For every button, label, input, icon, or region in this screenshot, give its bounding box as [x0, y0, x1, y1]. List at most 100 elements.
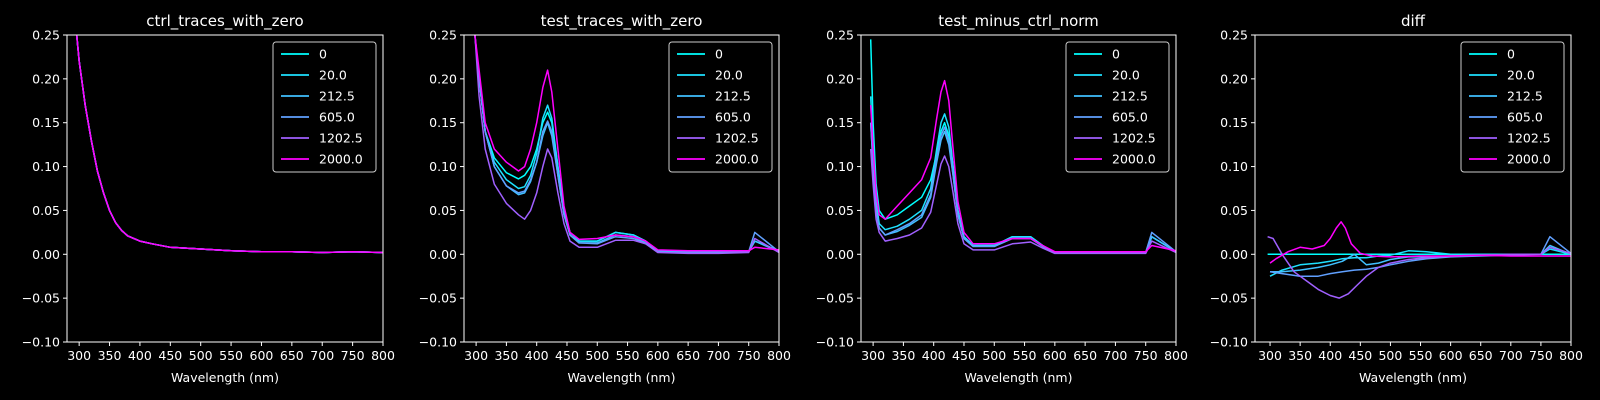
legend-label: 20.0 — [1507, 68, 1535, 83]
series-line-1202.5 — [1267, 235, 1571, 299]
y-tick-label: 0.25 — [32, 28, 60, 43]
x-tick-label: 350 — [98, 348, 122, 363]
x-tick-label: 400 — [922, 348, 946, 363]
x-tick-label: 800 — [371, 348, 395, 363]
y-tick-label: 0.15 — [1220, 115, 1248, 130]
y-tick-label: 0.15 — [826, 115, 854, 130]
legend-label: 20.0 — [319, 68, 347, 83]
legend-label: 2000.0 — [319, 152, 363, 167]
x-tick-label: 450 — [158, 348, 182, 363]
legend-label: 212.5 — [1112, 89, 1148, 104]
x-tick-label: 550 — [616, 348, 640, 363]
x-tick-label: 600 — [250, 348, 274, 363]
y-tick-label: −0.10 — [419, 335, 457, 350]
legend: 0 20.0 212.5 605.0 1202.5 2000.0 — [272, 41, 377, 173]
legend: 0 20.0 212.5 605.0 1202.5 2000.0 — [1065, 41, 1170, 173]
plot-title: test_traces_with_zero — [541, 12, 703, 31]
x-axis-label: Wavelength (nm) — [1359, 370, 1467, 385]
x-tick-label: 650 — [1073, 348, 1097, 363]
series-line-605.0 — [869, 122, 1176, 254]
axes-frame — [1254, 34, 1572, 343]
x-tick-label: 750 — [1134, 348, 1158, 363]
series-line-20.0 — [474, 35, 779, 253]
axes-frame — [463, 34, 780, 343]
axes-frame — [66, 34, 384, 343]
plot-title: ctrl_traces_with_zero — [146, 12, 303, 31]
series-line-605.0 — [474, 35, 779, 254]
legend-label: 605.0 — [319, 110, 355, 125]
y-tick-label: 0.20 — [32, 71, 60, 86]
legend-label: 0 — [1112, 47, 1120, 62]
x-tick-label: 350 — [891, 348, 915, 363]
x-tick-label: 600 — [646, 348, 670, 363]
y-tick-label: 0.00 — [32, 247, 60, 262]
series-line-20.0 — [1269, 248, 1571, 277]
series-line-2000.0 — [1269, 221, 1571, 264]
x-tick-label: 400 — [1318, 348, 1342, 363]
y-tick-label: 0.25 — [429, 28, 457, 43]
plot-title: diff — [1401, 12, 1426, 30]
x-tick-label: 650 — [676, 348, 700, 363]
x-tick-label: 600 — [1043, 348, 1067, 363]
y-tick-label: 0.10 — [429, 159, 457, 174]
y-tick-label: 0.20 — [1220, 71, 1248, 86]
x-tick-label: 700 — [1103, 348, 1127, 363]
legend-label: 0 — [715, 47, 723, 62]
x-tick-label: 700 — [706, 348, 730, 363]
series-line-1202.5 — [869, 148, 1176, 255]
subplot-2: test_traces_with_zero 0.25 0.20 0.15 0.10 0.0… — [419, 12, 791, 385]
subplot-4: diff 0.25 0.20 0.15 0.10 0.05 0.00 −0.05 −0.10 30… — [1210, 12, 1583, 385]
series-line-2000.0 — [474, 35, 779, 252]
series-line-2000.0 — [869, 79, 1176, 253]
y-tick-label: 0.15 — [429, 115, 457, 130]
x-tick-label: 750 — [737, 348, 761, 363]
x-tick-label: 500 — [1378, 348, 1402, 363]
legend-label: 2000.0 — [1507, 152, 1551, 167]
legend-label: 1202.5 — [715, 131, 759, 146]
y-tick-label: −0.05 — [816, 291, 854, 306]
y-tick-label: 0.10 — [826, 159, 854, 174]
y-tick-label: 0.15 — [32, 115, 60, 130]
y-tick-label: −0.10 — [1210, 335, 1248, 350]
legend-label: 2000.0 — [715, 152, 759, 167]
x-tick-label: 650 — [280, 348, 304, 363]
y-tick-label: −0.10 — [22, 335, 60, 350]
y-tick-label: 0.10 — [32, 159, 60, 174]
legend-label: 212.5 — [1507, 89, 1543, 104]
legend: 0 20.0 212.5 605.0 1202.5 2000.0 — [668, 41, 773, 173]
x-tick-label: 700 — [310, 348, 334, 363]
series-line-2000.0 — [75, 35, 383, 254]
x-tick-label: 500 — [585, 348, 609, 363]
legend-label: 20.0 — [715, 68, 743, 83]
x-axis-label: Wavelength (nm) — [965, 370, 1073, 385]
legend-label: 212.5 — [715, 89, 751, 104]
legend-label: 1202.5 — [319, 131, 363, 146]
x-tick-label: 500 — [982, 348, 1006, 363]
x-tick-label: 550 — [1409, 348, 1433, 363]
x-axis-label: Wavelength (nm) — [568, 370, 676, 385]
y-tick-label: 0.25 — [1220, 28, 1248, 43]
x-tick-label: 450 — [1348, 348, 1372, 363]
y-tick-label: 0.05 — [1220, 203, 1248, 218]
legend-label: 605.0 — [715, 110, 751, 125]
x-tick-label: 450 — [555, 348, 579, 363]
legend-label: 0 — [1507, 47, 1515, 62]
legend-label: 605.0 — [1507, 110, 1543, 125]
y-tick-label: −0.05 — [419, 291, 457, 306]
y-tick-label: −0.05 — [1210, 291, 1248, 306]
y-tick-label: −0.05 — [22, 291, 60, 306]
y-tick-label: −0.10 — [816, 335, 854, 350]
plot-title: test_minus_ctrl_norm — [938, 12, 1099, 31]
y-tick-label: 0.25 — [826, 28, 854, 43]
legend: 0 20.0 212.5 605.0 1202.5 2000.0 — [1460, 41, 1565, 173]
y-tick-label: 0.10 — [1220, 159, 1248, 174]
x-tick-label: 300 — [464, 348, 488, 363]
x-tick-label: 550 — [1013, 348, 1037, 363]
y-tick-label: 0.00 — [429, 247, 457, 262]
subplot-3: test_minus_ctrl_norm 0.25 0.20 0.15 0.10 0.05… — [816, 12, 1188, 385]
x-tick-label: 350 — [494, 348, 518, 363]
x-tick-label: 800 — [1164, 348, 1188, 363]
x-tick-label: 300 — [1258, 348, 1282, 363]
legend-label: 212.5 — [319, 89, 355, 104]
